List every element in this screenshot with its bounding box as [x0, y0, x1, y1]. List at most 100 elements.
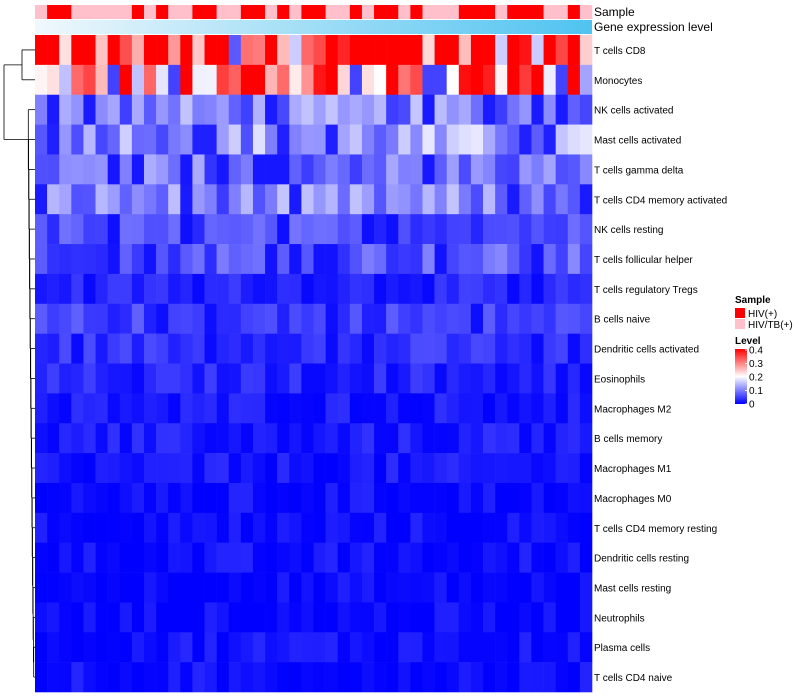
heatmap-cell — [519, 512, 532, 543]
heatmap-cell — [349, 602, 363, 633]
heatmap-cell — [398, 35, 411, 66]
sample-annotation-cell — [495, 5, 508, 19]
heatmap-cell — [507, 602, 520, 633]
heatmap-cell — [555, 482, 569, 514]
heatmap-cell — [71, 333, 84, 364]
heatmap-cell — [555, 154, 569, 185]
heatmap-cell — [470, 542, 484, 573]
heatmap-cell — [35, 124, 48, 155]
sample-annotation-cell — [107, 5, 121, 19]
heatmap-cell — [519, 602, 532, 633]
heatmap-cell — [567, 154, 581, 185]
heatmap-cell — [240, 154, 254, 185]
heatmap-cell — [458, 572, 472, 603]
heatmap-cell — [277, 602, 290, 633]
heatmap-cell — [567, 94, 581, 125]
heatmap-cell — [543, 124, 556, 155]
heatmap-cell — [107, 512, 121, 543]
heatmap-cell — [216, 244, 230, 275]
heatmap-cell — [313, 512, 326, 543]
sample-annotation-cell — [507, 5, 520, 19]
heatmap-cell — [325, 602, 339, 633]
heatmap-cell — [313, 333, 326, 364]
heatmap-cell — [543, 423, 556, 454]
heatmap-cell — [228, 303, 242, 334]
heatmap-cell — [422, 273, 435, 305]
heatmap-cell — [446, 453, 460, 484]
heatmap-cell — [386, 602, 399, 633]
heatmap-cell — [410, 303, 423, 334]
heatmap-cell — [458, 94, 472, 125]
heatmap-cell — [216, 363, 230, 394]
heatmap-cell — [470, 154, 484, 185]
heatmap-cell — [313, 572, 326, 603]
sample-annotation-cell — [119, 5, 133, 19]
heatmap-cell — [107, 273, 121, 305]
sample-annotation-cell — [446, 5, 460, 19]
heatmap-cell — [83, 184, 96, 215]
heatmap-cell — [289, 94, 302, 125]
heatmap-cell — [119, 64, 133, 96]
heatmap-cell — [228, 482, 242, 514]
legend-sample-label: HIV/TB(+) — [748, 320, 793, 331]
heatmap-cell — [374, 482, 387, 514]
heatmap-cell — [361, 453, 375, 484]
heatmap-cell — [71, 393, 84, 424]
heatmap-cell — [35, 662, 48, 693]
row-label: Plasma cells — [594, 643, 650, 654]
heatmap-cell — [107, 35, 121, 66]
heatmap-cell — [192, 512, 205, 543]
sample-annotation-cell — [265, 5, 278, 19]
heatmap-cell — [119, 214, 133, 245]
heatmap-cell — [519, 244, 532, 275]
heatmap-cell — [35, 512, 48, 543]
row-label: T cells regulatory Tregs — [594, 285, 698, 296]
heatmap-cell — [470, 453, 484, 484]
heatmap-cell — [301, 572, 314, 603]
row-label: NK cells resting — [594, 225, 663, 236]
heatmap-cell — [434, 512, 447, 543]
heatmap-cell — [119, 453, 133, 484]
heatmap-cell — [313, 244, 326, 275]
heatmap-cell — [228, 94, 242, 125]
heatmap-cell — [228, 453, 242, 484]
heatmap-cell — [543, 512, 556, 543]
heatmap-cell — [107, 363, 121, 394]
heatmap-cell — [337, 662, 351, 693]
heatmap-cell — [519, 94, 532, 125]
heatmap-cell — [361, 602, 375, 633]
heatmap-cell — [313, 662, 326, 693]
heatmap-cell — [95, 214, 108, 245]
sample-annotation-cell — [519, 5, 532, 19]
heatmap-cell — [470, 303, 484, 334]
heatmap-cell — [240, 184, 254, 215]
heatmap-cell — [579, 512, 593, 543]
heatmap-cell — [119, 632, 133, 663]
heatmap-cell — [83, 632, 96, 663]
heatmap-cell — [71, 244, 84, 275]
heatmap-cell — [277, 154, 290, 185]
heatmap-cell — [519, 453, 532, 484]
heatmap-cell — [216, 64, 230, 96]
heatmap-cell — [192, 632, 205, 663]
heatmap-cell — [180, 632, 193, 663]
heatmap-cell — [483, 154, 496, 185]
heatmap-cell — [495, 423, 508, 454]
heatmap-cell — [143, 542, 157, 573]
heatmap-cell — [374, 333, 387, 364]
heatmap-cell — [470, 35, 484, 66]
heatmap-cell — [180, 363, 193, 394]
heatmap-cell — [507, 244, 520, 275]
heatmap-cell — [543, 94, 556, 125]
heatmap-cell — [458, 482, 472, 514]
heatmap-cell — [422, 512, 435, 543]
heatmap-cell — [83, 512, 96, 543]
heatmap-cell — [325, 662, 339, 693]
heatmap-cell — [374, 512, 387, 543]
heatmap-cell — [410, 94, 423, 125]
heatmap-cell — [495, 542, 508, 573]
heatmap-cell — [422, 453, 435, 484]
heatmap-cell — [325, 393, 339, 424]
heatmap-cell — [107, 393, 121, 424]
heatmap-cell — [410, 453, 423, 484]
